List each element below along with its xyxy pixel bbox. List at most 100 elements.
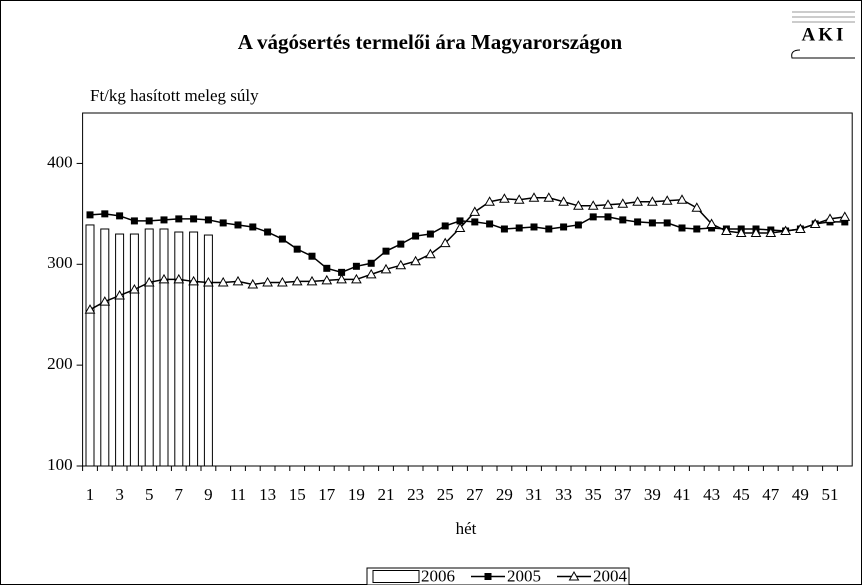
marker [323, 264, 331, 272]
marker [735, 227, 747, 238]
marker [691, 202, 703, 212]
marker [365, 268, 377, 279]
marker [530, 223, 538, 231]
bar [85, 224, 95, 467]
x-tick-label: 27 [466, 485, 484, 504]
marker [663, 219, 671, 227]
marker [247, 278, 259, 289]
marker [397, 240, 405, 248]
legend-label: 2005 [507, 566, 541, 585]
marker [173, 273, 185, 284]
marker [249, 223, 257, 231]
marker [291, 275, 303, 286]
marker [278, 235, 286, 243]
marker [306, 275, 318, 286]
marker [721, 225, 732, 236]
marker [232, 275, 244, 286]
marker [484, 573, 492, 580]
marker [308, 252, 316, 260]
x-axis-label: hét [456, 519, 477, 538]
marker [114, 290, 125, 300]
x-tick-label: 43 [703, 485, 720, 504]
marker [647, 196, 658, 206]
marker [676, 194, 688, 204]
marker [648, 219, 656, 227]
marker [841, 218, 849, 226]
marker [587, 200, 599, 210]
x-tick-label: 29 [496, 485, 513, 504]
marker [219, 219, 227, 227]
marker [101, 210, 109, 218]
marker [543, 192, 555, 202]
marker [410, 255, 421, 266]
x-tick-label: 15 [289, 485, 306, 504]
marker [99, 296, 111, 306]
x-tick-label: 41 [674, 485, 691, 504]
marker [204, 216, 212, 224]
marker [632, 196, 643, 206]
y-tick-label: 100 [47, 455, 73, 474]
y-tick-label: 400 [47, 152, 73, 171]
bar [203, 234, 213, 467]
marker [145, 217, 153, 225]
x-tick-label: 1 [86, 485, 95, 504]
x-tick-label: 17 [318, 485, 336, 504]
marker [116, 212, 124, 220]
marker [661, 195, 673, 205]
marker [617, 198, 629, 208]
bar [159, 228, 169, 467]
y-tick-label: 200 [47, 354, 73, 373]
x-tick-label: 7 [175, 485, 184, 504]
x-tick-label: 37 [614, 485, 632, 504]
x-tick-label: 11 [230, 485, 246, 504]
x-tick-label: 47 [762, 485, 780, 504]
marker [765, 227, 777, 238]
marker [574, 221, 582, 229]
marker [515, 224, 523, 232]
x-tick-label: 31 [526, 485, 543, 504]
bar [115, 233, 125, 467]
marker [824, 213, 836, 223]
bar [189, 231, 199, 467]
marker [277, 276, 288, 287]
logo: AKI [791, 11, 855, 59]
marker [264, 228, 272, 236]
marker [262, 276, 273, 287]
line [89, 196, 845, 311]
marker [589, 213, 597, 221]
marker [708, 224, 716, 232]
x-tick-label: 23 [407, 485, 424, 504]
marker [188, 275, 199, 286]
marker [158, 273, 170, 284]
marker [780, 225, 791, 236]
marker [604, 213, 612, 221]
bar [174, 231, 184, 467]
marker [500, 225, 508, 233]
marker [352, 262, 360, 270]
marker [175, 215, 183, 223]
y-tick-label: 300 [47, 253, 73, 272]
marker [528, 192, 540, 202]
marker [130, 217, 138, 225]
bar [144, 228, 154, 467]
marker [190, 215, 198, 223]
marker [143, 276, 155, 287]
y-axis-label: Ft/kg hasított meleg súly [90, 86, 259, 105]
marker [86, 211, 94, 219]
marker [560, 223, 568, 231]
marker [678, 224, 686, 232]
bar [129, 233, 139, 467]
x-tick-label: 5 [145, 485, 154, 504]
x-tick-label: 13 [259, 485, 276, 504]
marker [456, 217, 464, 225]
x-tick-label: 21 [378, 485, 395, 504]
marker [412, 232, 420, 240]
marker [795, 223, 806, 233]
marker [367, 259, 375, 267]
marker [336, 273, 347, 284]
bar [100, 228, 110, 467]
marker [750, 227, 762, 238]
chart-title: A vágósertés termelői ára Magyarországon [238, 30, 623, 54]
x-tick-label: 33 [555, 485, 572, 504]
x-tick-label: 3 [115, 485, 124, 504]
